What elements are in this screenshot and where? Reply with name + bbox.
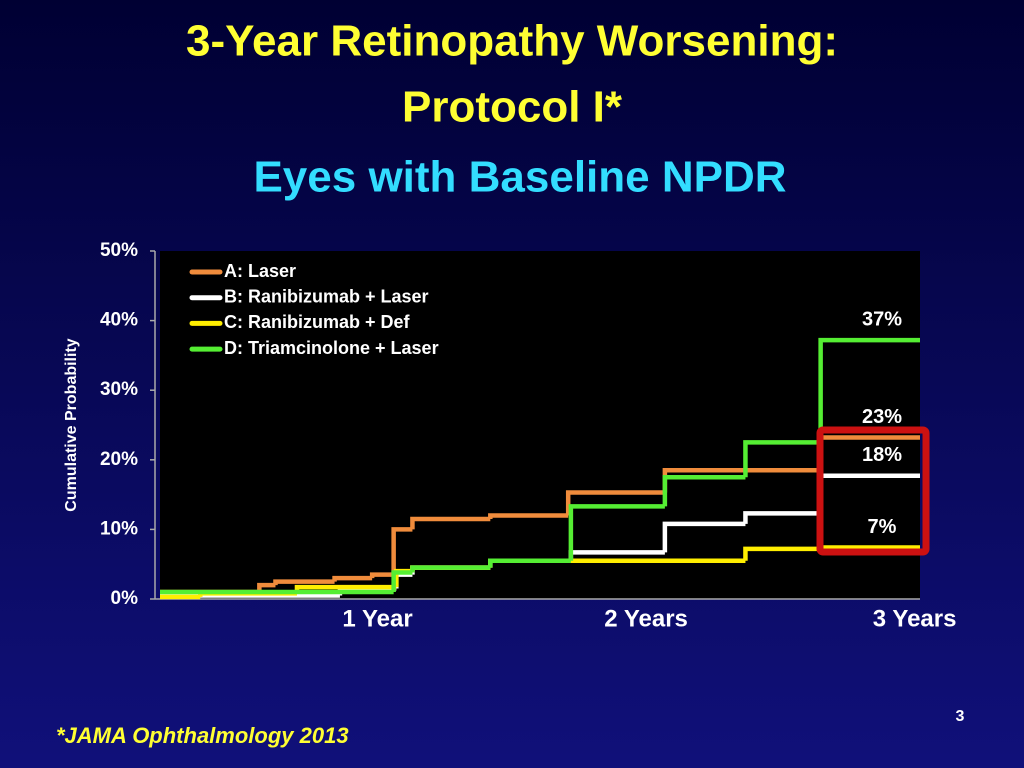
legend-label: C: Ranibizumab + Def xyxy=(224,312,411,332)
y-tick-label: 20% xyxy=(100,449,138,470)
step-segment xyxy=(488,558,571,568)
legend-label: B: Ranibizumab + Laser xyxy=(224,286,429,306)
step-segment xyxy=(410,516,491,530)
step-segment xyxy=(332,575,373,582)
step-segment xyxy=(662,521,746,553)
value-label: 37% xyxy=(862,308,902,330)
step-segment xyxy=(568,504,665,561)
step-segment xyxy=(743,440,821,478)
legend-label: D: Triamcinolone + Laser xyxy=(224,338,439,358)
step-segment xyxy=(391,570,413,593)
value-label: 7% xyxy=(868,516,897,538)
step-segment xyxy=(257,582,276,593)
step-segment xyxy=(273,579,335,586)
y-tick-label: 0% xyxy=(111,588,139,609)
title-line: 3-Year Retinopathy Worsening: xyxy=(186,17,838,66)
page-number: 3 xyxy=(956,708,965,725)
legend-label: A: Laser xyxy=(224,261,296,281)
subtitle: Eyes with Baseline NPDR xyxy=(253,153,786,202)
plot-area xyxy=(160,251,920,599)
step-segment xyxy=(743,546,821,561)
footnote: *JAMA Ophthalmology 2013 xyxy=(56,723,349,748)
title-line: Protocol I* xyxy=(402,83,623,132)
value-label: 18% xyxy=(862,444,902,466)
step-segment xyxy=(410,565,491,573)
y-axis-title: Cumulative Probability xyxy=(63,338,80,511)
step-segment xyxy=(369,572,394,579)
step-segment xyxy=(662,474,746,507)
step-segment xyxy=(391,527,413,575)
x-tick-label: 2 Years xyxy=(604,605,688,632)
y-tick-label: 40% xyxy=(100,310,138,331)
step-segment xyxy=(743,511,821,524)
step-segment xyxy=(488,513,569,519)
y-tick-label: 30% xyxy=(100,379,138,400)
y-tick-label: 50% xyxy=(100,240,138,261)
value-label: 23% xyxy=(862,406,902,428)
x-tick-label: 3 Years xyxy=(873,605,957,632)
x-tick-label: 1 Year xyxy=(342,605,412,632)
step-segment xyxy=(818,337,920,443)
y-tick-label: 10% xyxy=(100,518,138,539)
step-segment xyxy=(565,490,665,516)
highlight-box xyxy=(816,426,930,556)
